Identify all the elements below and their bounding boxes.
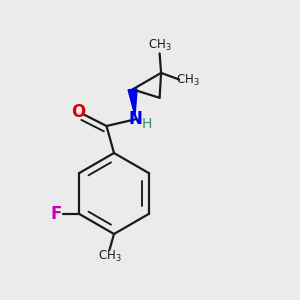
- Text: CH$_3$: CH$_3$: [98, 249, 121, 264]
- Text: F: F: [51, 205, 62, 223]
- Polygon shape: [128, 89, 137, 116]
- Text: O: O: [71, 103, 86, 121]
- Text: H: H: [141, 117, 152, 131]
- Text: CH$_3$: CH$_3$: [176, 73, 200, 88]
- Text: N: N: [129, 110, 143, 128]
- Text: CH$_3$: CH$_3$: [148, 38, 171, 53]
